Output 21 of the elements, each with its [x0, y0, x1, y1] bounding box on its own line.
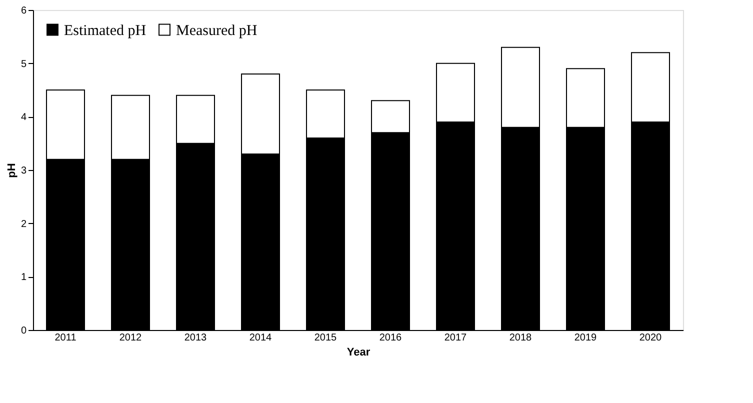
y-tick-label: 6 — [20, 6, 27, 16]
y-tick-label: 5 — [20, 58, 27, 70]
x-tick-label: 2017 — [444, 332, 468, 344]
legend-label: Measured pH — [176, 22, 258, 39]
x-tick-label: 2011 — [54, 332, 77, 344]
y-tick-label: 2 — [20, 218, 27, 230]
x-tick-label: 2012 — [119, 332, 142, 344]
y-tick-label: 0 — [20, 326, 27, 336]
y-tick-label: 1 — [20, 272, 27, 284]
y-axis-title: pH — [6, 163, 18, 178]
y-tick-label: 4 — [20, 112, 27, 124]
x-tick-label: 2015 — [314, 332, 338, 344]
x-tick-label: 2016 — [379, 332, 402, 344]
x-axis-title: Year — [346, 346, 371, 358]
x-tick-label: 2020 — [639, 332, 662, 344]
x-tick-label: 2014 — [249, 332, 272, 344]
x-tick-label: 2013 — [184, 332, 208, 344]
y-tick-label: 3 — [20, 166, 27, 176]
x-tick-label: 2018 — [509, 332, 532, 344]
x-tick-label: 2019 — [574, 332, 598, 344]
legend-label: Estimated pH — [64, 22, 146, 39]
